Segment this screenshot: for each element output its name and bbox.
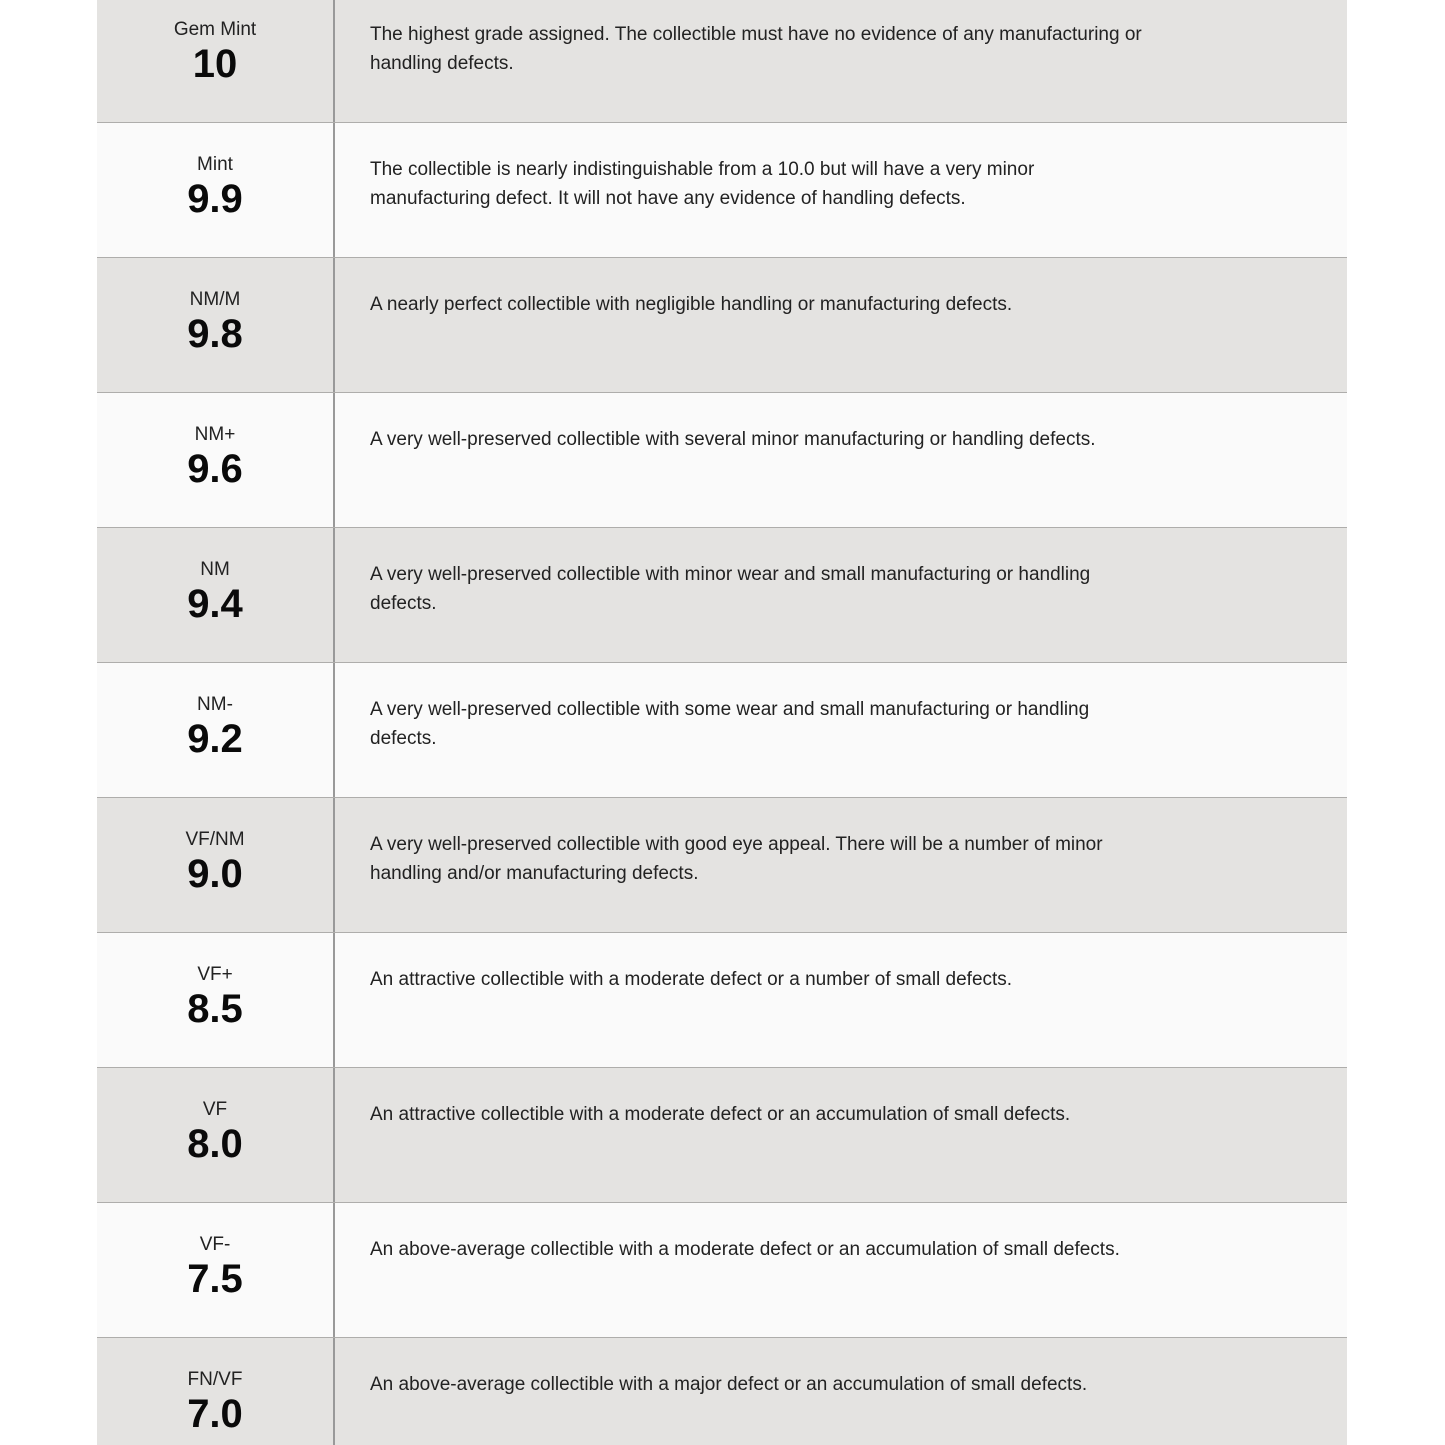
grade-value: 9.6 xyxy=(187,447,243,491)
grade-label: VF+ xyxy=(197,964,233,985)
grade-value: 9.2 xyxy=(187,717,243,761)
grade-cell: VF- 7.5 xyxy=(97,1203,335,1337)
grade-description: An above-average collectible with a majo… xyxy=(370,1374,1088,1395)
grade-value: 10 xyxy=(192,42,238,86)
table-row: VF+ 8.5 An attractive collectible with a… xyxy=(97,933,1347,1068)
grade-cell: VF 8.0 xyxy=(97,1068,335,1202)
grade-cell: NM- 9.2 xyxy=(97,663,335,797)
grade-label: Mint xyxy=(197,154,233,175)
grade-cell: VF+ 8.5 xyxy=(97,933,335,1067)
grade-label: NM xyxy=(200,559,230,580)
grade-description: A very well-preserved collectible with s… xyxy=(370,429,1096,450)
table-row: Mint 9.9 The collectible is nearly indis… xyxy=(97,123,1347,258)
grade-value: 7.0 xyxy=(187,1392,243,1436)
grade-value: 9.8 xyxy=(187,312,243,356)
table-row: VF- 7.5 An above-average collectible wit… xyxy=(97,1203,1347,1338)
grade-description: The collectible is nearly indistinguisha… xyxy=(370,159,1035,209)
grade-cell: NM/M 9.8 xyxy=(97,258,335,392)
grade-value: 7.5 xyxy=(187,1257,243,1301)
table-row: NM- 9.2 A very well-preserved collectibl… xyxy=(97,663,1347,798)
grade-cell: VF/NM 9.0 xyxy=(97,798,335,932)
grade-description: A very well-preserved collectible with g… xyxy=(370,834,1103,884)
grade-cell: NM 9.4 xyxy=(97,528,335,662)
grade-description: An attractive collectible with a moderat… xyxy=(370,1104,1071,1125)
grade-cell: FN/VF 7.0 xyxy=(97,1338,335,1445)
grade-value: 9.4 xyxy=(187,582,243,626)
grade-cell: Gem Mint 10 xyxy=(97,0,335,122)
grade-value: 8.0 xyxy=(187,1122,243,1166)
grade-cell: Mint 9.9 xyxy=(97,123,335,257)
grade-value: 8.5 xyxy=(187,987,243,1031)
grade-label: VF/NM xyxy=(185,829,245,850)
grade-label: FN/VF xyxy=(187,1369,243,1390)
table-row: VF/NM 9.0 A very well-preserved collecti… xyxy=(97,798,1347,933)
grading-scale-table: Gem Mint 10 The highest grade assigned. … xyxy=(97,0,1347,1445)
grade-description: The highest grade assigned. The collecti… xyxy=(370,24,1142,74)
grade-description: An attractive collectible with a moderat… xyxy=(370,969,1013,990)
grade-description: A very well-preserved collectible with m… xyxy=(370,564,1091,614)
table-row: FN/VF 7.0 An above-average collectible w… xyxy=(97,1338,1347,1445)
table-row: Gem Mint 10 The highest grade assigned. … xyxy=(97,0,1347,123)
table-row: VF 8.0 An attractive collectible with a … xyxy=(97,1068,1347,1203)
grade-label: NM+ xyxy=(194,424,236,445)
grade-cell: NM+ 9.6 xyxy=(97,393,335,527)
grade-label: VF xyxy=(202,1099,228,1120)
table-row: NM 9.4 A very well-preserved collectible… xyxy=(97,528,1347,663)
grade-value: 9.0 xyxy=(187,852,243,896)
grade-label: NM/M xyxy=(189,289,241,310)
grade-description: An above-average collectible with a mode… xyxy=(370,1239,1120,1260)
grade-label: NM- xyxy=(197,694,233,715)
table-row: NM+ 9.6 A very well-preserved collectibl… xyxy=(97,393,1347,528)
grade-value: 9.9 xyxy=(187,177,243,221)
grade-description: A very well-preserved collectible with s… xyxy=(370,699,1090,749)
grade-description: A nearly perfect collectible with neglig… xyxy=(370,294,1013,315)
grade-label: VF- xyxy=(199,1234,231,1255)
grade-label: Gem Mint xyxy=(173,19,257,40)
table-row: NM/M 9.8 A nearly perfect collectible wi… xyxy=(97,258,1347,393)
